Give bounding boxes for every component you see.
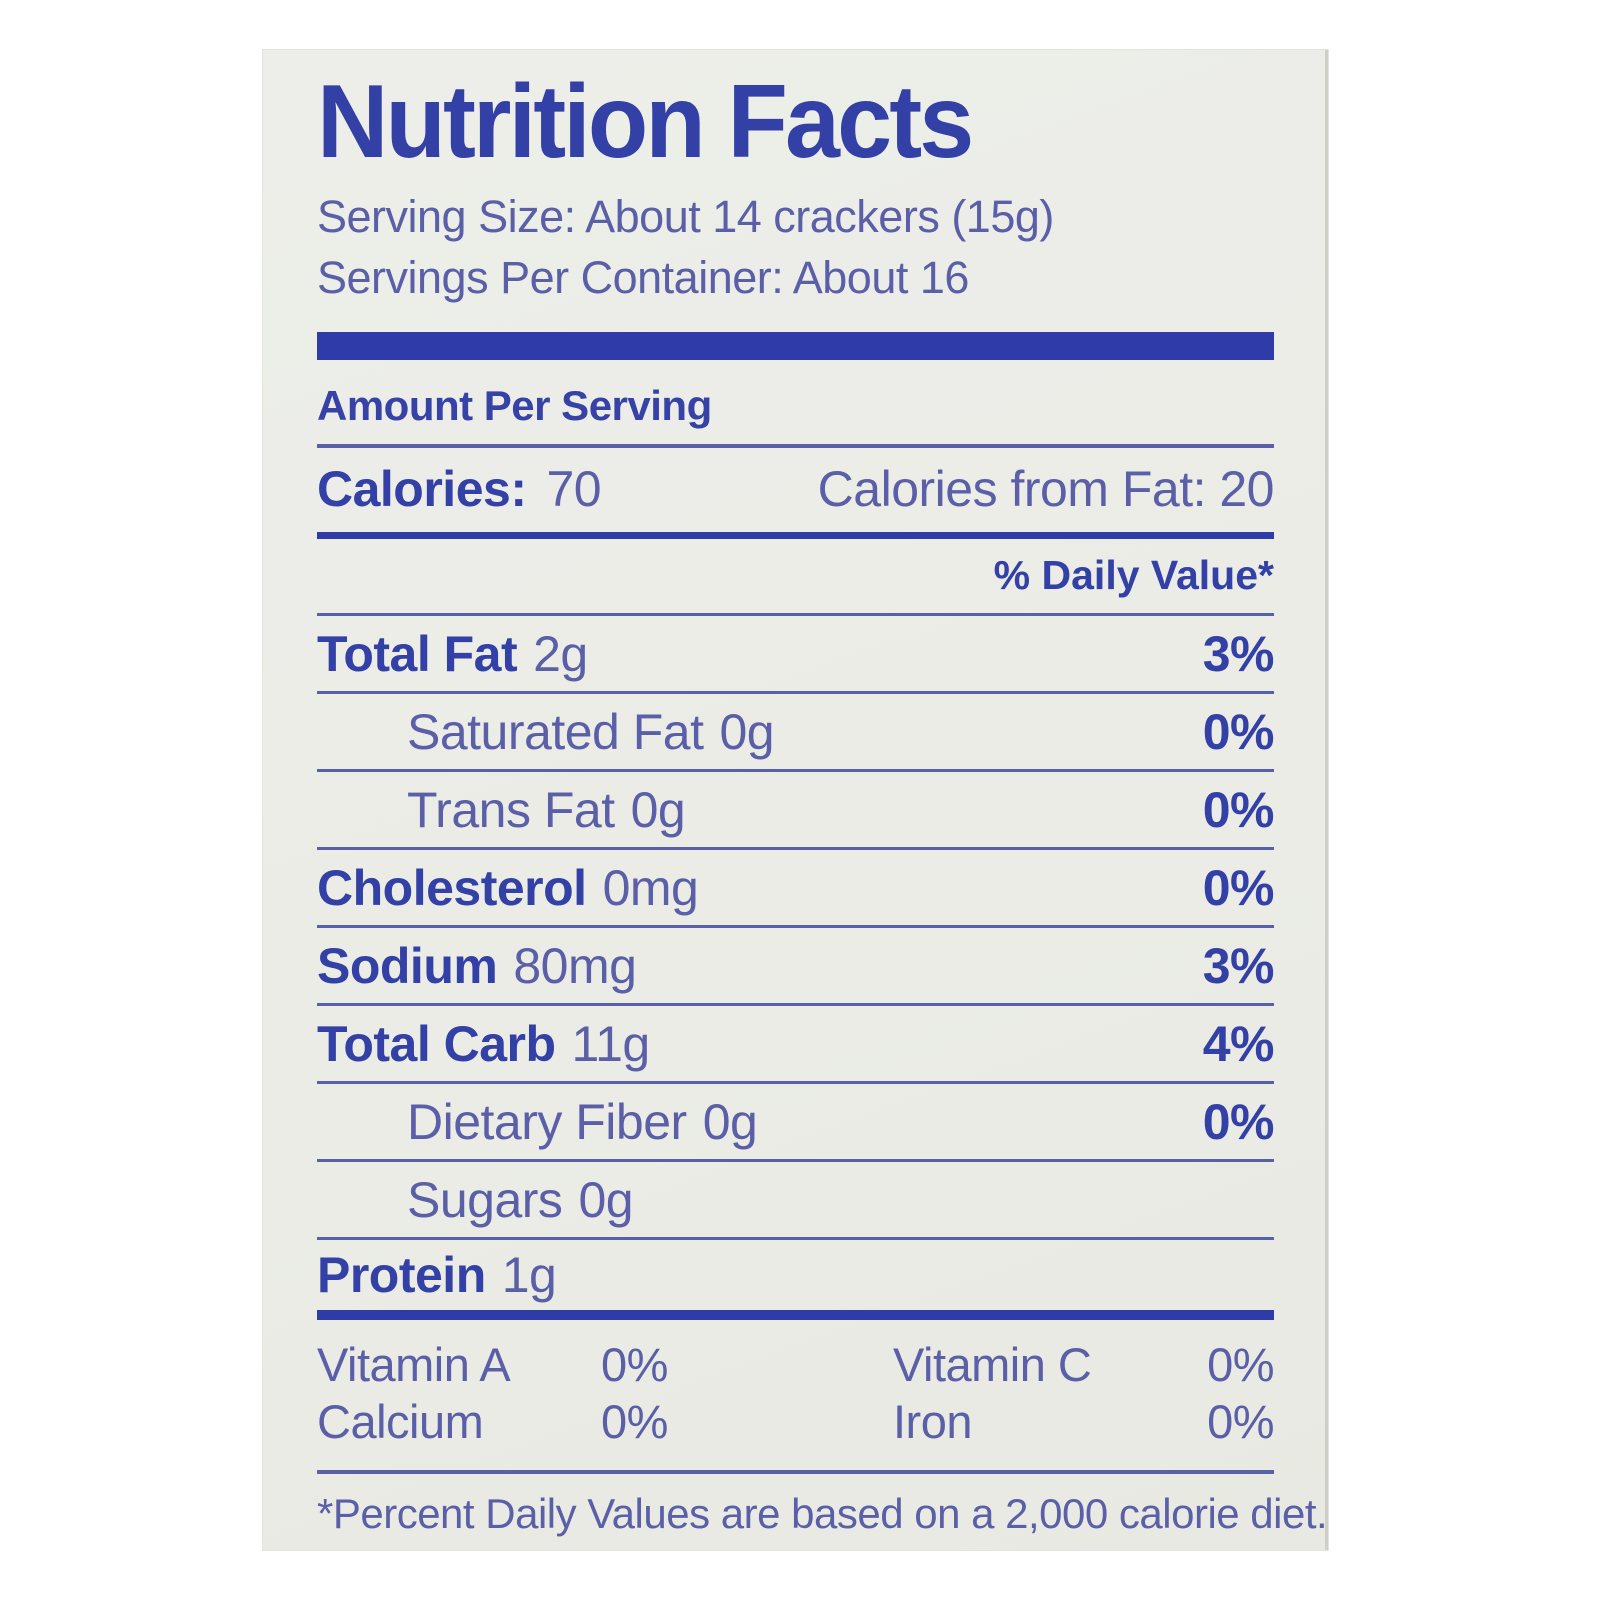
separator-bar-thick — [317, 332, 1274, 360]
serving-info: Serving Size: About 14 crackers (15g) Se… — [317, 186, 1274, 308]
micronutrient-vitamin-c-value: 0% — [1207, 1338, 1274, 1391]
serving-size-text: Serving Size: About 14 crackers (15g) — [317, 191, 1054, 242]
nutrient-label: Sodium — [317, 937, 498, 994]
nutrient-name-amount: Total Carb 11g — [317, 1015, 650, 1073]
nutrient-name-amount: Sugars 0g — [407, 1171, 634, 1229]
nutrient-row-saturated-fat: Saturated Fat 0g 0% — [317, 694, 1275, 772]
nutrient-label: Trans Fat — [407, 781, 615, 838]
calories-value: 70 — [546, 461, 602, 517]
nutrient-label: Total Carb — [317, 1015, 556, 1072]
daily-value-header: % Daily Value* — [317, 539, 1274, 616]
label-title: Nutrition Facts — [317, 64, 974, 180]
separator-bar-medium — [317, 1310, 1274, 1320]
nutrient-label: Protein — [317, 1247, 486, 1303]
nutrient-name-amount: Sodium 80mg — [317, 937, 637, 995]
nutrient-daily-value: 0% — [1202, 703, 1275, 760]
nutrient-daily-value: 4% — [1202, 1015, 1275, 1072]
nutrient-label: Dietary Fiber — [407, 1093, 687, 1150]
nutrient-amount: 2g — [533, 625, 588, 682]
nutrient-label: Saturated Fat — [407, 703, 704, 760]
micronutrient-calcium-value: 0% — [601, 1395, 668, 1448]
nutrient-name-amount: Protein 1g — [317, 1246, 557, 1304]
nutrient-row-protein: Protein 1g — [317, 1240, 1274, 1310]
nutrient-label: Sugars — [407, 1171, 563, 1228]
nutrient-amount: 0g — [578, 1171, 634, 1228]
nutrient-daily-value: 0% — [1202, 781, 1275, 838]
nutrient-amount: 0mg — [602, 859, 699, 916]
micronutrient-iron-label: Iron — [893, 1395, 973, 1448]
amount-per-serving-heading: Amount Per Serving — [317, 382, 712, 429]
nutrient-daily-value: 0% — [1202, 1093, 1275, 1150]
nutrient-label: Total Fat — [317, 625, 518, 682]
micronutrient-vitamin-c-label: Vitamin C — [893, 1338, 1092, 1391]
nutrient-amount: 0g — [719, 703, 775, 760]
nutrient-row-cholesterol: Cholesterol 0mg 0% — [317, 850, 1275, 928]
micronutrients-section: Vitamin A 0% Vitamin C 0% Calcium 0% Iro… — [317, 1320, 1275, 1450]
nutrient-daily-value: 3% — [1202, 937, 1275, 994]
nutrient-row-sodium: Sodium 80mg 3% — [317, 928, 1275, 1006]
nutrition-facts-label: Nutrition Facts Serving Size: About 14 c… — [263, 50, 1328, 1550]
nutrient-name-amount: Saturated Fat 0g — [407, 703, 775, 761]
nutrient-row-trans-fat: Trans Fat 0g 0% — [317, 772, 1275, 850]
divider-above-footnote — [317, 1470, 1274, 1474]
nutrient-daily-value: 0% — [1202, 859, 1275, 916]
nutrient-row-total-fat: Total Fat 2g 3% — [317, 616, 1275, 694]
divider-under-amount-per-serving — [317, 444, 1274, 448]
nutrient-amount: 1g — [501, 1247, 557, 1303]
nutrient-amount: 11g — [571, 1015, 651, 1072]
micronutrient-row-1: Vitamin A 0% Vitamin C 0% — [317, 1336, 1275, 1393]
nutrient-row-dietary-fiber: Dietary Fiber 0g 0% — [317, 1084, 1275, 1162]
micronutrient-row-2: Calcium 0% Iron 0% — [317, 1393, 1275, 1450]
nutrient-row-sugars: Sugars 0g — [317, 1162, 1274, 1240]
servings-per-container-text: Servings Per Container: About 16 — [317, 252, 969, 303]
micronutrient-vitamin-a-value: 0% — [601, 1338, 668, 1391]
nutrient-name-amount: Total Fat 2g — [317, 625, 588, 683]
nutrient-amount: 80mg — [513, 937, 637, 994]
nutrient-amount: 0g — [630, 781, 686, 838]
nutrient-name-amount: Trans Fat 0g — [407, 781, 686, 839]
nutrient-label: Cholesterol — [317, 859, 587, 916]
daily-value-footnote: *Percent Daily Values are based on a 2,0… — [317, 1490, 1328, 1537]
nutrient-row-total-carb: Total Carb 11g 4% — [317, 1006, 1275, 1084]
calories-label: Calories: — [317, 461, 527, 517]
micronutrient-vitamin-a-label: Vitamin A — [317, 1338, 511, 1391]
nutrient-daily-value: 3% — [1202, 625, 1275, 682]
nutrient-amount: 0g — [702, 1093, 758, 1150]
calories-left-group: Calories: 70 — [317, 460, 602, 518]
nutrient-name-amount: Cholesterol 0mg — [317, 859, 699, 917]
calories-row: Calories: 70 Calories from Fat: 20 — [317, 448, 1275, 532]
nutrient-name-amount: Dietary Fiber 0g — [407, 1093, 758, 1151]
divider-under-calories — [317, 532, 1274, 539]
micronutrient-calcium-label: Calcium — [317, 1395, 484, 1448]
micronutrient-iron-value: 0% — [1207, 1395, 1274, 1448]
calories-from-fat-text: Calories from Fat: 20 — [817, 461, 1275, 517]
